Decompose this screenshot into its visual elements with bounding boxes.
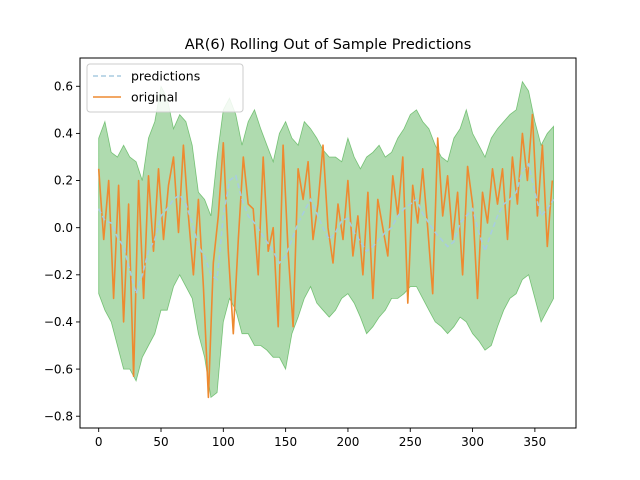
x-tick-label: 150 (274, 435, 297, 449)
x-axis: 0 50 100 150 200 250 300 350 (95, 428, 546, 449)
legend: predictions original (86, 63, 244, 113)
axes-frame (79, 57, 577, 429)
chart-title: AR(6) Rolling Out of Sample Predictions (185, 37, 472, 53)
y-axis: −0.8 −0.6 −0.4 −0.2 0.0 0.2 0.4 0.6 (44, 79, 80, 423)
y-tick-label: 0.2 (54, 174, 73, 188)
legend-original-label: original (131, 90, 178, 105)
y-tick-label: 0.4 (54, 127, 73, 141)
original-series-line (97, 113, 554, 399)
y-tick-label: −0.6 (44, 362, 73, 376)
x-tick-label: 100 (212, 435, 235, 449)
y-tick-label: −0.2 (44, 268, 73, 282)
legend-box (86, 63, 244, 113)
y-tick-label: 0.0 (54, 221, 73, 235)
x-tick-label: 300 (461, 435, 484, 449)
y-tick-label: 0.6 (54, 79, 73, 93)
x-tick-label: 0 (95, 435, 103, 449)
x-tick-label: 250 (399, 435, 422, 449)
x-tick-label: 200 (336, 435, 359, 449)
plot-area (97, 80, 555, 399)
x-tick-label: 350 (523, 435, 546, 449)
y-tick-label: −0.8 (44, 409, 73, 423)
x-tick-label: 50 (153, 435, 168, 449)
legend-predictions-label: predictions (131, 69, 200, 84)
y-tick-label: −0.4 (44, 315, 73, 329)
